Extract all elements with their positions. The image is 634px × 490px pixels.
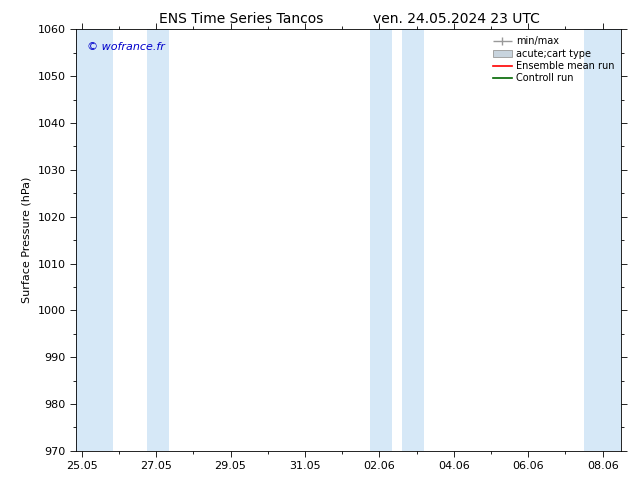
Bar	[370, 29, 392, 451]
Bar	[584, 29, 621, 451]
Legend: min/max, acute;cart type, Ensemble mean run, Controll run: min/max, acute;cart type, Ensemble mean …	[491, 34, 616, 85]
Bar	[147, 29, 169, 451]
Text: ENS Time Series Tancos: ENS Time Series Tancos	[158, 12, 323, 26]
Y-axis label: Surface Pressure (hPa): Surface Pressure (hPa)	[22, 177, 32, 303]
Text: ven. 24.05.2024 23 UTC: ven. 24.05.2024 23 UTC	[373, 12, 540, 26]
Bar	[76, 29, 113, 451]
Bar	[402, 29, 424, 451]
Text: © wofrance.fr: © wofrance.fr	[87, 42, 165, 52]
